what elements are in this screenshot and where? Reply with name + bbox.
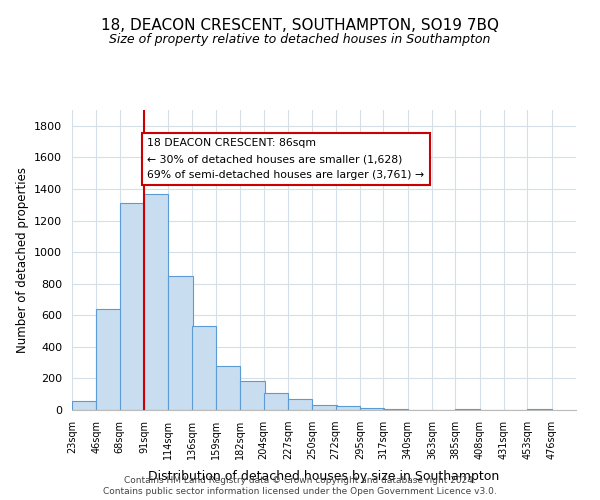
Bar	[216, 366, 241, 410]
Bar	[241, 381, 265, 410]
Bar	[288, 400, 313, 410]
Bar	[455, 409, 479, 410]
Bar	[527, 409, 551, 410]
X-axis label: Distribution of detached houses by size in Southampton: Distribution of detached houses by size …	[148, 470, 500, 484]
Y-axis label: Number of detached properties: Number of detached properties	[16, 167, 29, 353]
Bar	[313, 406, 337, 410]
Bar	[263, 394, 288, 410]
Text: 18 DEACON CRESCENT: 86sqm
← 30% of detached houses are smaller (1,628)
69% of se: 18 DEACON CRESCENT: 86sqm ← 30% of detac…	[147, 138, 424, 179]
Text: 18, DEACON CRESCENT, SOUTHAMPTON, SO19 7BQ: 18, DEACON CRESCENT, SOUTHAMPTON, SO19 7…	[101, 18, 499, 32]
Bar	[191, 326, 216, 410]
Bar	[169, 276, 193, 410]
Bar	[144, 194, 169, 410]
Bar	[97, 309, 121, 410]
Bar	[119, 203, 144, 410]
Text: Contains HM Land Registry data © Crown copyright and database right 2024.: Contains HM Land Registry data © Crown c…	[124, 476, 476, 485]
Text: Size of property relative to detached houses in Southampton: Size of property relative to detached ho…	[109, 32, 491, 46]
Bar	[360, 408, 385, 410]
Text: Contains public sector information licensed under the Open Government Licence v3: Contains public sector information licen…	[103, 487, 497, 496]
Bar	[72, 402, 97, 410]
Bar	[383, 408, 407, 410]
Bar	[335, 406, 360, 410]
